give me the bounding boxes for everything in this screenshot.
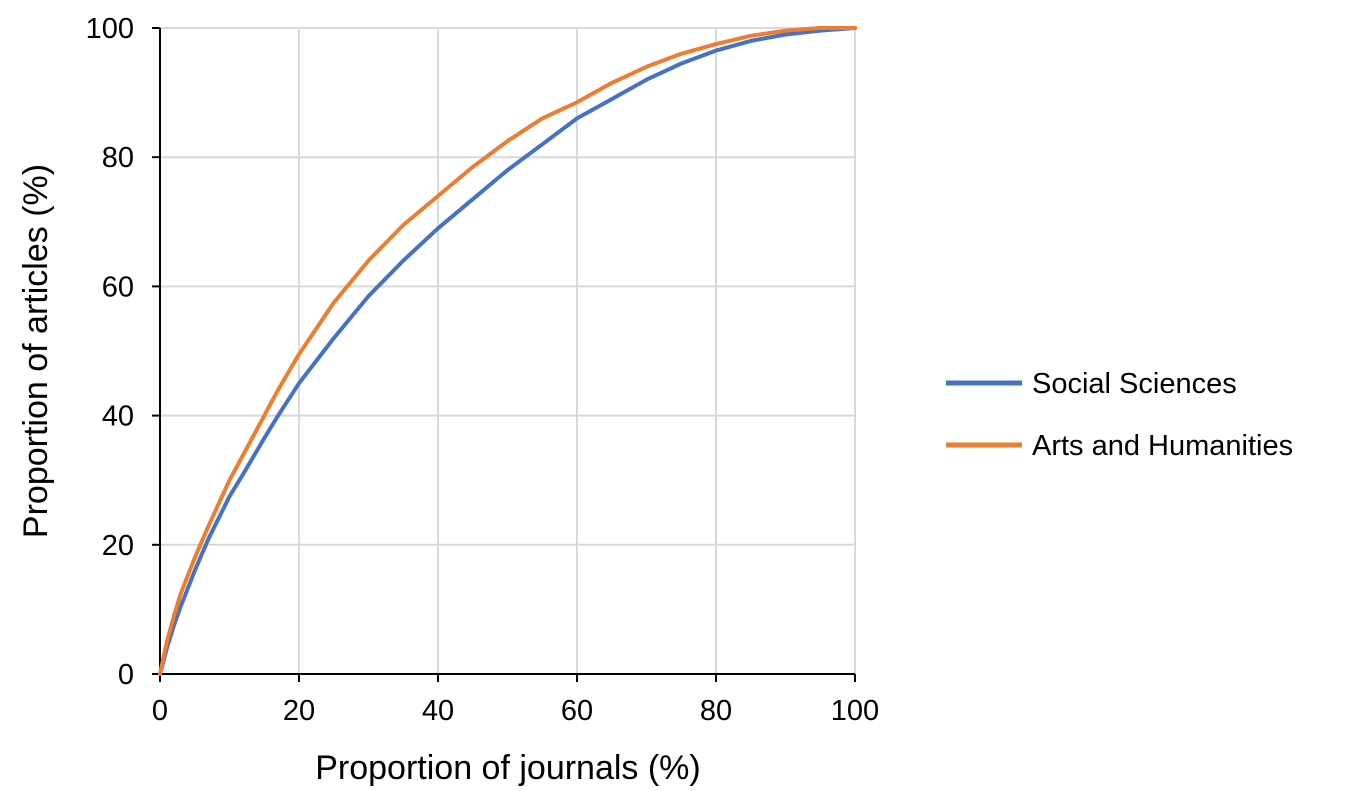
- y-tick-labels: 0 20 40 60 80 100: [86, 13, 134, 691]
- gridlines: [160, 27, 856, 674]
- x-tick-label: 20: [283, 695, 315, 727]
- x-tick-label: 100: [831, 695, 879, 727]
- legend-label-1: Social Sciences: [1032, 368, 1237, 400]
- x-tick-label: 0: [152, 695, 168, 727]
- axes: [152, 27, 856, 682]
- series-lines: [158, 26, 857, 676]
- y-tick-label: 100: [86, 13, 134, 45]
- x-tick-label: 80: [700, 695, 732, 727]
- y-axis-title: Proportion of articles (%): [17, 164, 55, 538]
- legend-label-2: Arts and Humanities: [1032, 430, 1293, 462]
- y-tick-label: 60: [102, 271, 134, 303]
- legend: Social Sciences Arts and Humanities: [946, 368, 1293, 462]
- y-tick-label: 80: [102, 142, 134, 174]
- series-line-2: [158, 26, 857, 676]
- x-axis-title: Proportion of journals (%): [315, 749, 701, 787]
- y-tick-label: 20: [102, 530, 134, 562]
- series-line-1: [158, 26, 857, 676]
- x-tick-label: 60: [561, 695, 593, 727]
- y-tick-label: 40: [102, 401, 134, 433]
- y-tick-label: 0: [118, 659, 134, 691]
- x-tick-label: 40: [422, 695, 454, 727]
- x-tick-labels: 0 20 40 60 80 100: [152, 695, 879, 727]
